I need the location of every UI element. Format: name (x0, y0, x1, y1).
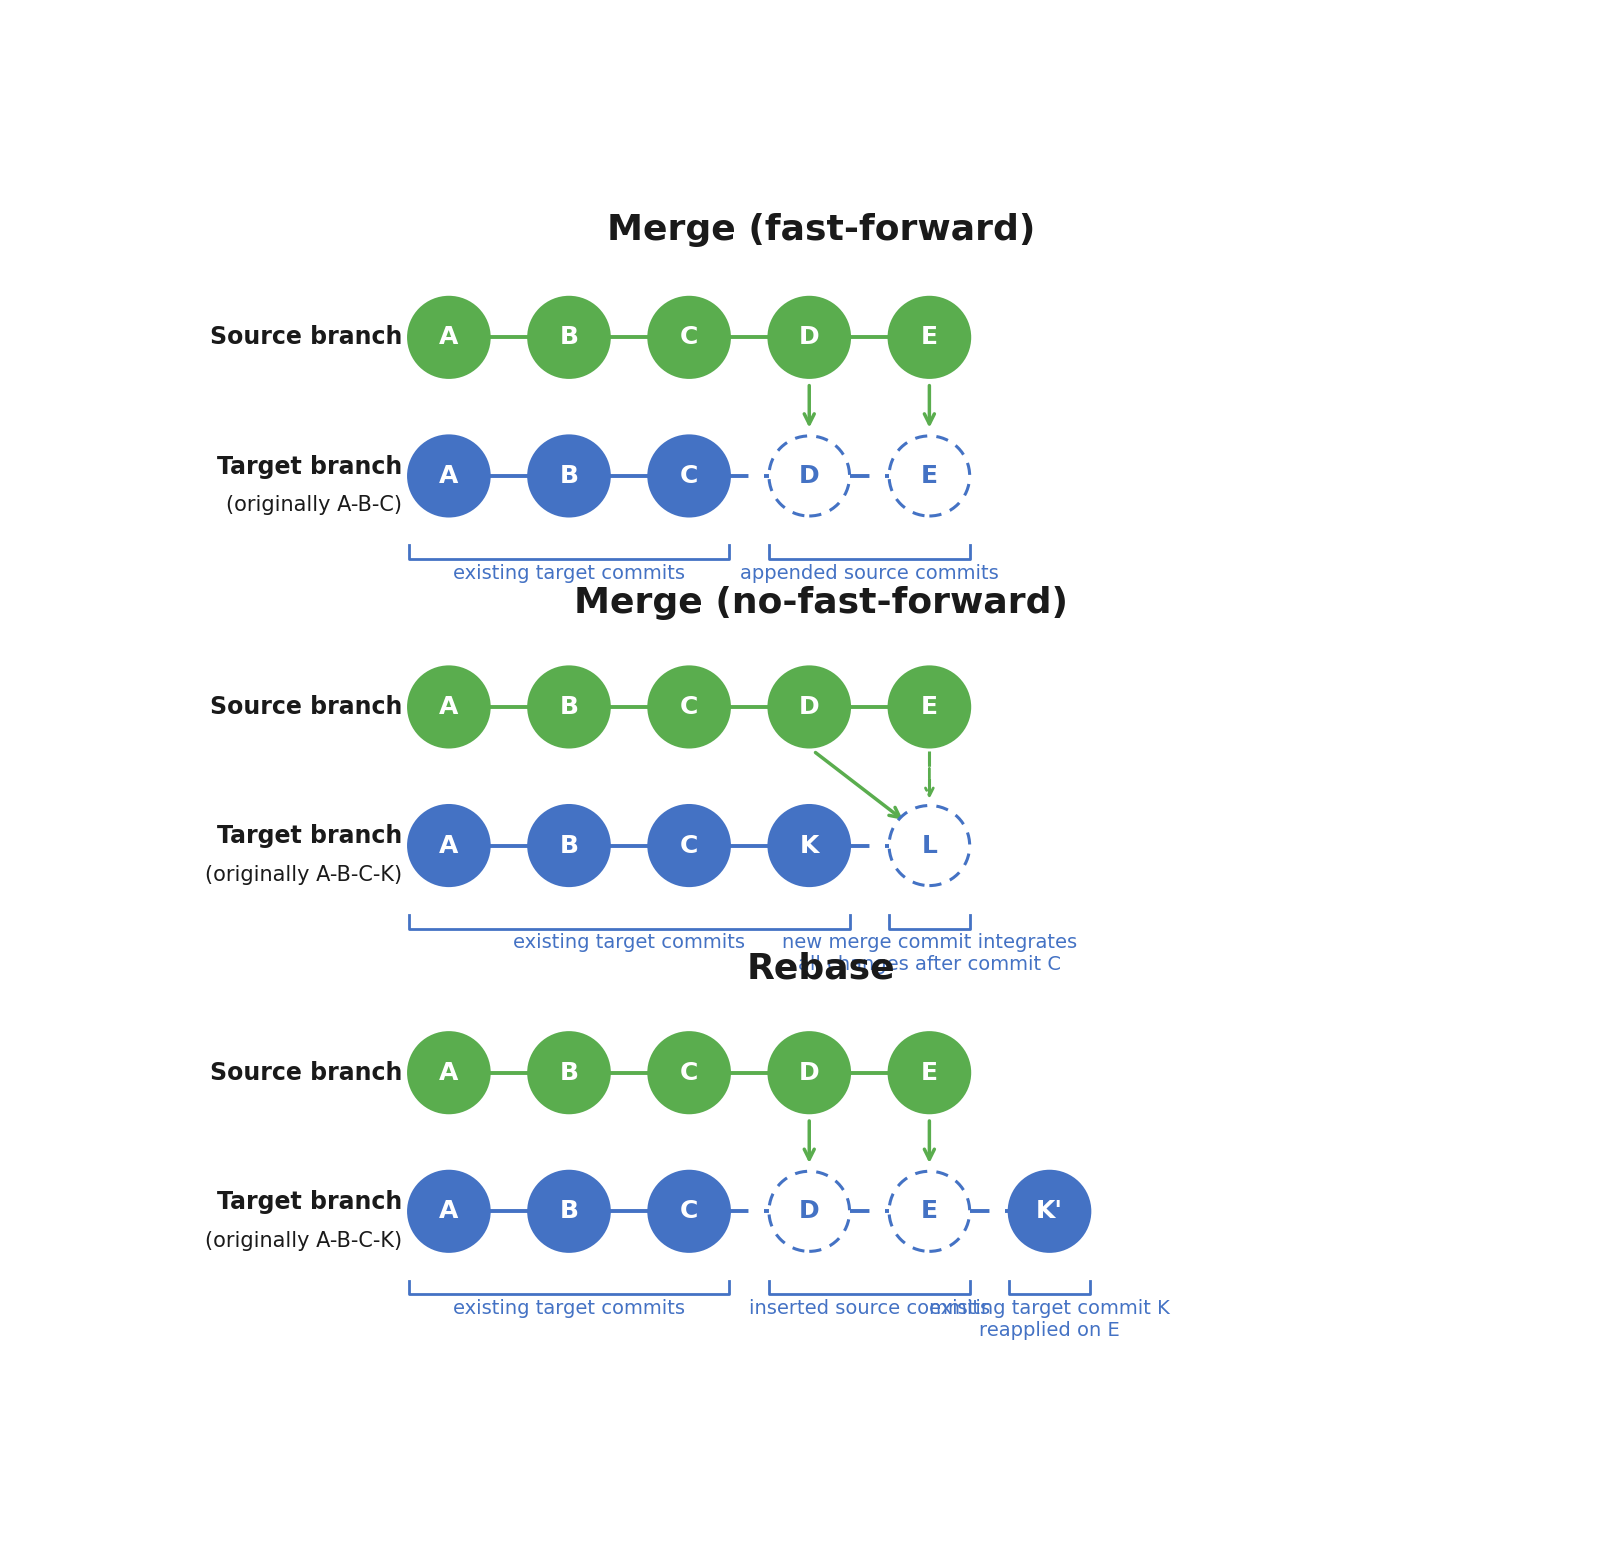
Text: C: C (680, 1061, 699, 1084)
Circle shape (649, 1033, 730, 1112)
Circle shape (1009, 1172, 1090, 1251)
Text: inserted source commits: inserted source commits (749, 1299, 990, 1318)
Text: C: C (680, 463, 699, 488)
Text: K: K (800, 833, 820, 858)
Text: A: A (439, 1061, 458, 1084)
Text: A: A (439, 463, 458, 488)
Text: B: B (559, 694, 579, 719)
Circle shape (770, 435, 850, 516)
Text: D: D (799, 694, 820, 719)
Circle shape (649, 1172, 730, 1251)
Text: B: B (559, 1061, 579, 1084)
Text: A: A (439, 1200, 458, 1223)
Text: new merge commit integrates
all changes after commit C: new merge commit integrates all changes … (783, 933, 1077, 975)
Circle shape (649, 298, 730, 378)
Circle shape (889, 1033, 969, 1112)
Circle shape (889, 298, 969, 378)
Circle shape (889, 1172, 969, 1251)
Text: Merge (no-fast-forward): Merge (no-fast-forward) (574, 587, 1069, 619)
Circle shape (408, 668, 489, 747)
Circle shape (529, 1172, 609, 1251)
Text: existing target commits: existing target commits (513, 933, 746, 952)
Circle shape (408, 1172, 489, 1251)
Text: C: C (680, 1200, 699, 1223)
Text: C: C (680, 326, 699, 349)
Circle shape (770, 1033, 850, 1112)
Text: existing target commits: existing target commits (453, 1299, 685, 1318)
Circle shape (770, 668, 850, 747)
Circle shape (889, 668, 969, 747)
Circle shape (770, 1172, 850, 1251)
Text: E: E (921, 1200, 938, 1223)
Text: Target branch: Target branch (217, 454, 402, 479)
Circle shape (529, 435, 609, 516)
Text: Merge (fast-forward): Merge (fast-forward) (607, 212, 1035, 246)
Circle shape (408, 298, 489, 378)
Text: D: D (799, 326, 820, 349)
Text: D: D (799, 463, 820, 488)
Text: existing target commits: existing target commits (453, 563, 685, 583)
Text: E: E (921, 694, 938, 719)
Text: C: C (680, 694, 699, 719)
Circle shape (889, 435, 969, 516)
Circle shape (529, 805, 609, 886)
Circle shape (529, 298, 609, 378)
Text: E: E (921, 326, 938, 349)
Text: C: C (680, 833, 699, 858)
Circle shape (529, 668, 609, 747)
Text: Target branch: Target branch (217, 1190, 402, 1214)
Text: E: E (921, 1061, 938, 1084)
Circle shape (529, 1033, 609, 1112)
Circle shape (408, 805, 489, 886)
Text: B: B (559, 463, 579, 488)
Text: E: E (921, 463, 938, 488)
Text: Source branch: Source branch (211, 1061, 402, 1084)
Text: B: B (559, 326, 579, 349)
Text: existing target commit K
reapplied on E: existing target commit K reapplied on E (929, 1299, 1170, 1340)
Text: B: B (559, 833, 579, 858)
Text: (originally A-B-C-K): (originally A-B-C-K) (206, 864, 402, 885)
Circle shape (770, 298, 850, 378)
Text: A: A (439, 326, 458, 349)
Text: B: B (559, 1200, 579, 1223)
Circle shape (889, 805, 969, 886)
Text: L: L (921, 833, 937, 858)
Text: D: D (799, 1200, 820, 1223)
Text: D: D (799, 1061, 820, 1084)
Text: Source branch: Source branch (211, 694, 402, 719)
Circle shape (408, 1033, 489, 1112)
Text: Source branch: Source branch (211, 326, 402, 349)
Circle shape (649, 435, 730, 516)
Text: Rebase: Rebase (747, 952, 895, 986)
Text: (originally A-B-C-K): (originally A-B-C-K) (206, 1231, 402, 1251)
Circle shape (770, 805, 850, 886)
Circle shape (408, 435, 489, 516)
Circle shape (649, 805, 730, 886)
Text: A: A (439, 694, 458, 719)
Text: K': K' (1037, 1200, 1062, 1223)
Text: appended source commits: appended source commits (739, 563, 998, 583)
Text: (originally A-B-C): (originally A-B-C) (227, 495, 402, 515)
Text: Target branch: Target branch (217, 824, 402, 849)
Text: A: A (439, 833, 458, 858)
Circle shape (649, 668, 730, 747)
